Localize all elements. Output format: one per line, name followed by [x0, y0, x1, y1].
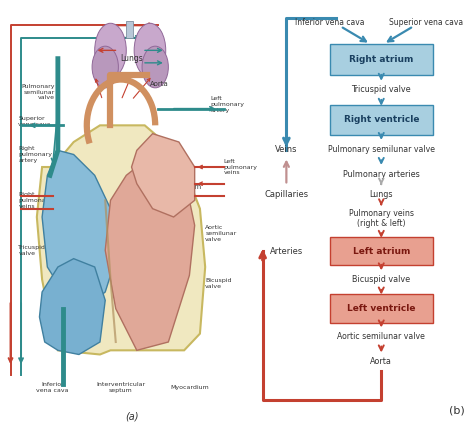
Text: Aortic
semilunar
valve: Aortic semilunar valve [205, 225, 237, 242]
Ellipse shape [95, 23, 126, 77]
Text: Left atrium: Left atrium [353, 247, 410, 256]
Text: Aortic semilunar valve: Aortic semilunar valve [337, 332, 425, 342]
Text: Left
atrium: Left atrium [179, 177, 202, 190]
Text: Myocardium: Myocardium [170, 385, 209, 390]
Text: Pulmonary semilunar valve: Pulmonary semilunar valve [328, 145, 435, 155]
Ellipse shape [134, 23, 166, 77]
Text: Pulmonary veins
(right & left): Pulmonary veins (right & left) [349, 209, 414, 228]
Text: Left
pulmonary
artery: Left pulmonary artery [210, 96, 245, 113]
Polygon shape [42, 150, 116, 309]
FancyBboxPatch shape [330, 237, 433, 265]
Text: Right atrium: Right atrium [349, 55, 413, 64]
Text: Left ventricle: Left ventricle [347, 304, 416, 313]
Polygon shape [132, 134, 195, 217]
Text: Interventricular
septum: Interventricular septum [96, 382, 146, 393]
Text: Right
pulmonary
veins: Right pulmonary veins [18, 192, 53, 209]
Text: Veins: Veins [275, 145, 298, 155]
Text: Tricuspid
valve: Tricuspid valve [18, 245, 46, 256]
Text: Lungs: Lungs [120, 54, 143, 63]
Text: Pulmonary
semilunar
valve: Pulmonary semilunar valve [22, 84, 55, 100]
Text: Aorta: Aorta [370, 358, 392, 366]
Text: Bicuspid valve: Bicuspid valve [352, 275, 410, 284]
FancyBboxPatch shape [330, 295, 433, 323]
Text: Arteries: Arteries [270, 247, 303, 256]
Text: Superior
vena cava: Superior vena cava [18, 116, 51, 127]
Bar [126, 21, 133, 38]
Text: (b): (b) [449, 406, 465, 416]
Text: Inferior vena cava: Inferior vena cava [295, 17, 364, 26]
Text: Pulmonary arteries: Pulmonary arteries [343, 170, 419, 179]
Text: Left
pulmonary
veins: Left pulmonary veins [224, 159, 257, 175]
Text: Right ventricle: Right ventricle [344, 115, 419, 125]
Text: Inferior
vena cava: Inferior vena cava [36, 382, 69, 393]
FancyBboxPatch shape [330, 105, 433, 135]
Ellipse shape [142, 46, 168, 88]
Text: Right
ventricle: Right ventricle [53, 294, 84, 307]
Text: Right
atrium: Right atrium [62, 206, 85, 219]
Polygon shape [39, 259, 105, 355]
Text: Superior vena cava: Superior vena cava [390, 17, 464, 26]
Text: Bicuspid
valve: Bicuspid valve [205, 278, 232, 289]
Text: Left
ventricle: Left ventricle [135, 265, 165, 278]
Polygon shape [37, 125, 205, 355]
Text: Tricuspid valve: Tricuspid valve [351, 85, 411, 95]
Polygon shape [105, 150, 195, 350]
Text: (a): (a) [125, 412, 138, 422]
Text: Aorta: Aorta [150, 81, 169, 87]
Text: Right
pulmonary
artery: Right pulmonary artery [18, 146, 53, 163]
Ellipse shape [92, 46, 118, 88]
Text: Capillaries: Capillaries [264, 190, 309, 199]
FancyBboxPatch shape [330, 44, 433, 76]
Text: Lungs: Lungs [370, 190, 393, 199]
